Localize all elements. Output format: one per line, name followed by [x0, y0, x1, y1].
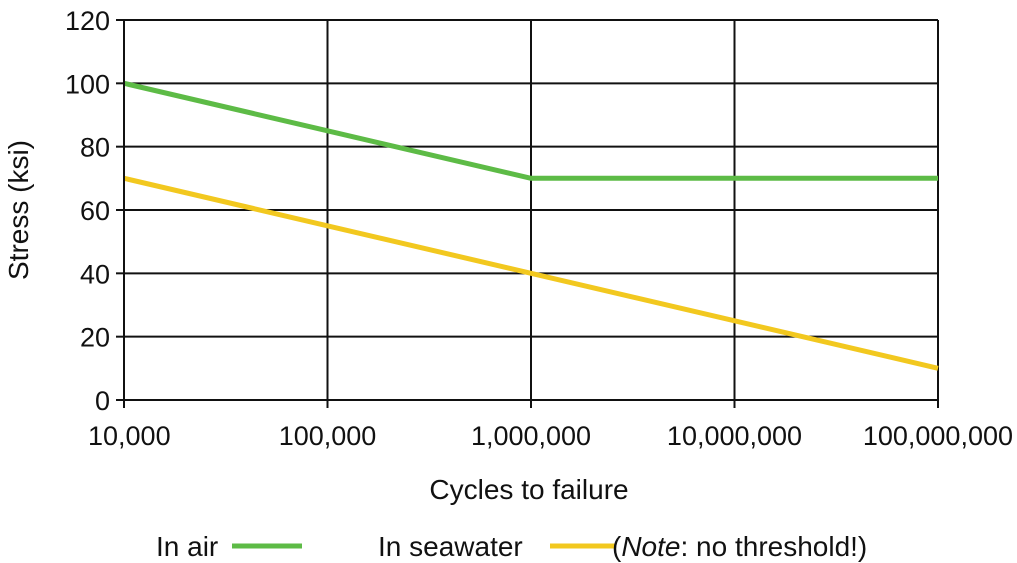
axes	[116, 19, 939, 408]
legend-note-prefix: (	[612, 531, 622, 562]
y-tick-label: 100	[65, 69, 110, 99]
y-tick-label: 60	[80, 196, 110, 226]
x-tick-label: 10,000,000	[667, 421, 802, 451]
y-tick-label: 0	[95, 386, 110, 416]
legend: In air In seawater (Note: no threshold!)	[156, 531, 867, 562]
series-line-in-seawater	[123, 175, 939, 371]
series-lines	[123, 80, 939, 371]
y-tick-label: 80	[80, 133, 110, 163]
y-axis-title: Stress (ksi)	[3, 140, 34, 280]
y-tick-label: 20	[80, 323, 110, 353]
legend-label-in-seawater: In seawater	[378, 531, 523, 562]
x-axis-title: Cycles to failure	[429, 474, 628, 505]
x-tick-label: 1,000,000	[471, 421, 591, 451]
y-tick-label: 120	[65, 6, 110, 36]
y-tick-label: 40	[80, 259, 110, 289]
tick-labels: 0 20 40 60 80 100 120 10,000 100,000 1,000,000 10,…	[65, 6, 1013, 451]
x-tick-label: 10,000	[88, 421, 171, 451]
legend-note-emphasis: Note	[621, 531, 680, 562]
x-tick-label: 100,000,000	[863, 421, 1013, 451]
legend-label-in-air: In air	[156, 531, 218, 562]
legend-note: (Note: no threshold!)	[612, 531, 867, 562]
x-tick-label: 100,000	[279, 421, 377, 451]
grid-lines	[124, 19, 939, 400]
series-line-in-air	[123, 80, 938, 181]
legend-note-suffix: : no threshold!)	[680, 531, 867, 562]
